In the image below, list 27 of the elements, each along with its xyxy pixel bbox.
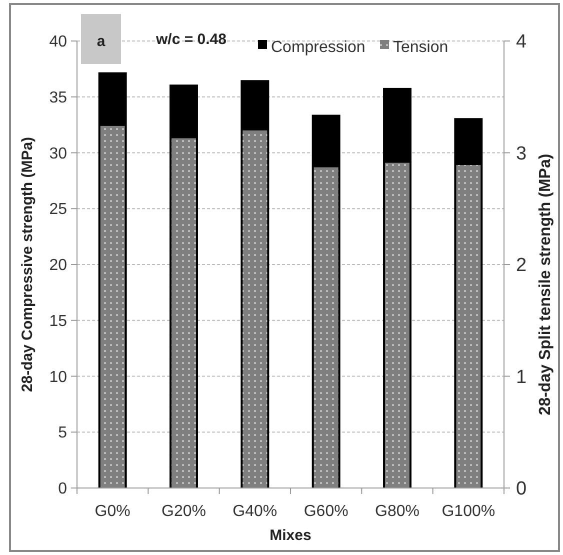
y2-tick-label: 2: [516, 255, 527, 276]
y2-tick-label: 3: [516, 143, 527, 164]
x-tick-label: G100%: [442, 503, 496, 520]
x-tick-label: G20%: [162, 503, 206, 520]
y2-tick-label: 4: [516, 32, 527, 53]
legend-label: Tension: [393, 39, 448, 56]
annotation: w/c = 0.48: [155, 31, 226, 48]
x-tick-label: G60%: [304, 503, 348, 520]
y-tick-label: 25: [49, 201, 68, 218]
y-tick-label: 0: [58, 480, 68, 498]
y-tick-label: 30: [49, 145, 68, 162]
y2-axis-title: 28-day Split tensile strength (MPa): [537, 154, 554, 416]
y2-tick-label: 0: [516, 478, 527, 500]
y-tick-label: 10: [49, 368, 68, 386]
y-tick-label: 35: [49, 89, 68, 106]
annotation: a: [96, 33, 106, 50]
x-tick-label: G40%: [232, 503, 278, 520]
y-tick-label: 40: [49, 34, 68, 51]
x-axis-title: Mixes: [270, 527, 312, 544]
legend-label: Compression: [271, 39, 366, 56]
y-tick-label: 20: [49, 257, 68, 274]
y-tick-label: 5: [58, 424, 68, 442]
y-tick-label: 15: [49, 312, 68, 330]
y-axis-title: 28-day Compressive strength (MPa): [19, 136, 36, 392]
x-tick-label: G0%: [94, 503, 130, 520]
x-tick-label: G80%: [375, 503, 420, 520]
y2-tick-label: 1: [516, 366, 527, 388]
